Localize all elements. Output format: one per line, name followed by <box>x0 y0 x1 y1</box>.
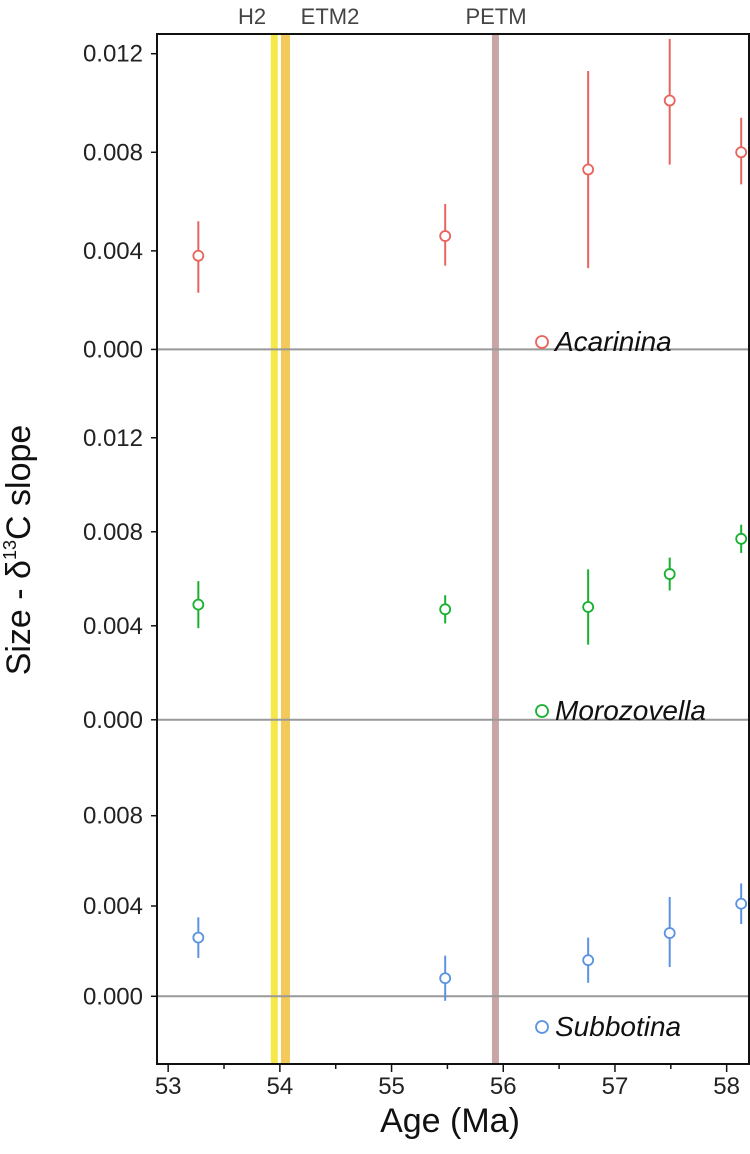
y-tick-label: 0.000 <box>83 983 143 1010</box>
y-tick-label: 0.000 <box>83 336 143 363</box>
y-tick-label: 0.012 <box>83 41 143 68</box>
x-tick-label: 57 <box>602 1073 629 1100</box>
legend-marker-morozovella <box>535 704 549 718</box>
x-tick-label: 56 <box>490 1073 517 1100</box>
event-band-etm2 <box>280 34 290 1064</box>
x-tick-label: 55 <box>378 1073 405 1100</box>
y-tick-label: 0.004 <box>83 613 143 640</box>
data-point <box>439 603 452 616</box>
y-tick-label: 0.008 <box>83 139 143 166</box>
data-point <box>192 931 205 944</box>
data-point <box>735 897 748 910</box>
y-title-prefix: Size - δ <box>0 560 38 675</box>
legend-label-acarinina: Acarinina <box>553 326 672 357</box>
event-label-etm2: ETM2 <box>301 4 360 29</box>
legend-label-morozovella: Morozovella <box>555 695 706 726</box>
event-label-petm: PETM <box>465 4 526 29</box>
data-point <box>192 249 205 262</box>
y-tick-label: 0.012 <box>83 425 143 452</box>
data-point <box>582 954 595 967</box>
y-tick-label: 0.004 <box>83 238 143 265</box>
y-axis-title: Size - δ13C slope <box>0 425 38 676</box>
legend-marker-acarinina <box>535 335 549 349</box>
data-point <box>582 163 595 176</box>
x-tick-label: 58 <box>713 1073 740 1100</box>
chart-panels: 0.0000.0040.0080.012Acarinina0.0000.0040… <box>83 38 749 1042</box>
data-point <box>663 927 676 939</box>
event-band-petm <box>491 34 499 1064</box>
panel-acarinina: 0.000 0.004 0.008 0.012 Acarinina <box>83 38 749 363</box>
data-point <box>439 230 452 242</box>
event-label-h2: H2 <box>238 4 266 29</box>
y-title-superscript: 13 <box>0 540 20 560</box>
y-tick-label: 0.008 <box>83 803 143 830</box>
panel-morozovella: 0.000 0.004 0.008 0.012 Morozovella <box>83 425 749 734</box>
data-point <box>735 146 748 159</box>
x-tick-label: 54 <box>267 1073 294 1100</box>
legend-marker-subbotina <box>535 1020 549 1034</box>
y-tick-label: 0.008 <box>83 519 143 546</box>
data-point <box>663 568 676 580</box>
y-title-suffix: C slope <box>0 425 38 540</box>
data-point <box>192 598 205 611</box>
panel-subbotina: 0.000 0.004 0.008 Subbotina <box>83 803 749 1042</box>
data-point <box>582 601 595 613</box>
data-point <box>663 94 676 107</box>
plot-frame <box>156 33 750 1065</box>
event-bands: H2 ETM2 PETM <box>238 4 527 1064</box>
legend-label-subbotina: Subbotina <box>555 1011 681 1042</box>
y-tick-label: 0.004 <box>83 893 143 920</box>
x-tick-label: 53 <box>155 1073 182 1100</box>
x-axis: 53 54 55 56 57 58 <box>155 1064 740 1100</box>
data-point <box>735 532 748 545</box>
event-band-h2 <box>270 34 278 1064</box>
y-tick-label: 0.000 <box>83 707 143 734</box>
data-point <box>439 972 452 985</box>
x-axis-title: Age (Ma) <box>380 1102 520 1140</box>
